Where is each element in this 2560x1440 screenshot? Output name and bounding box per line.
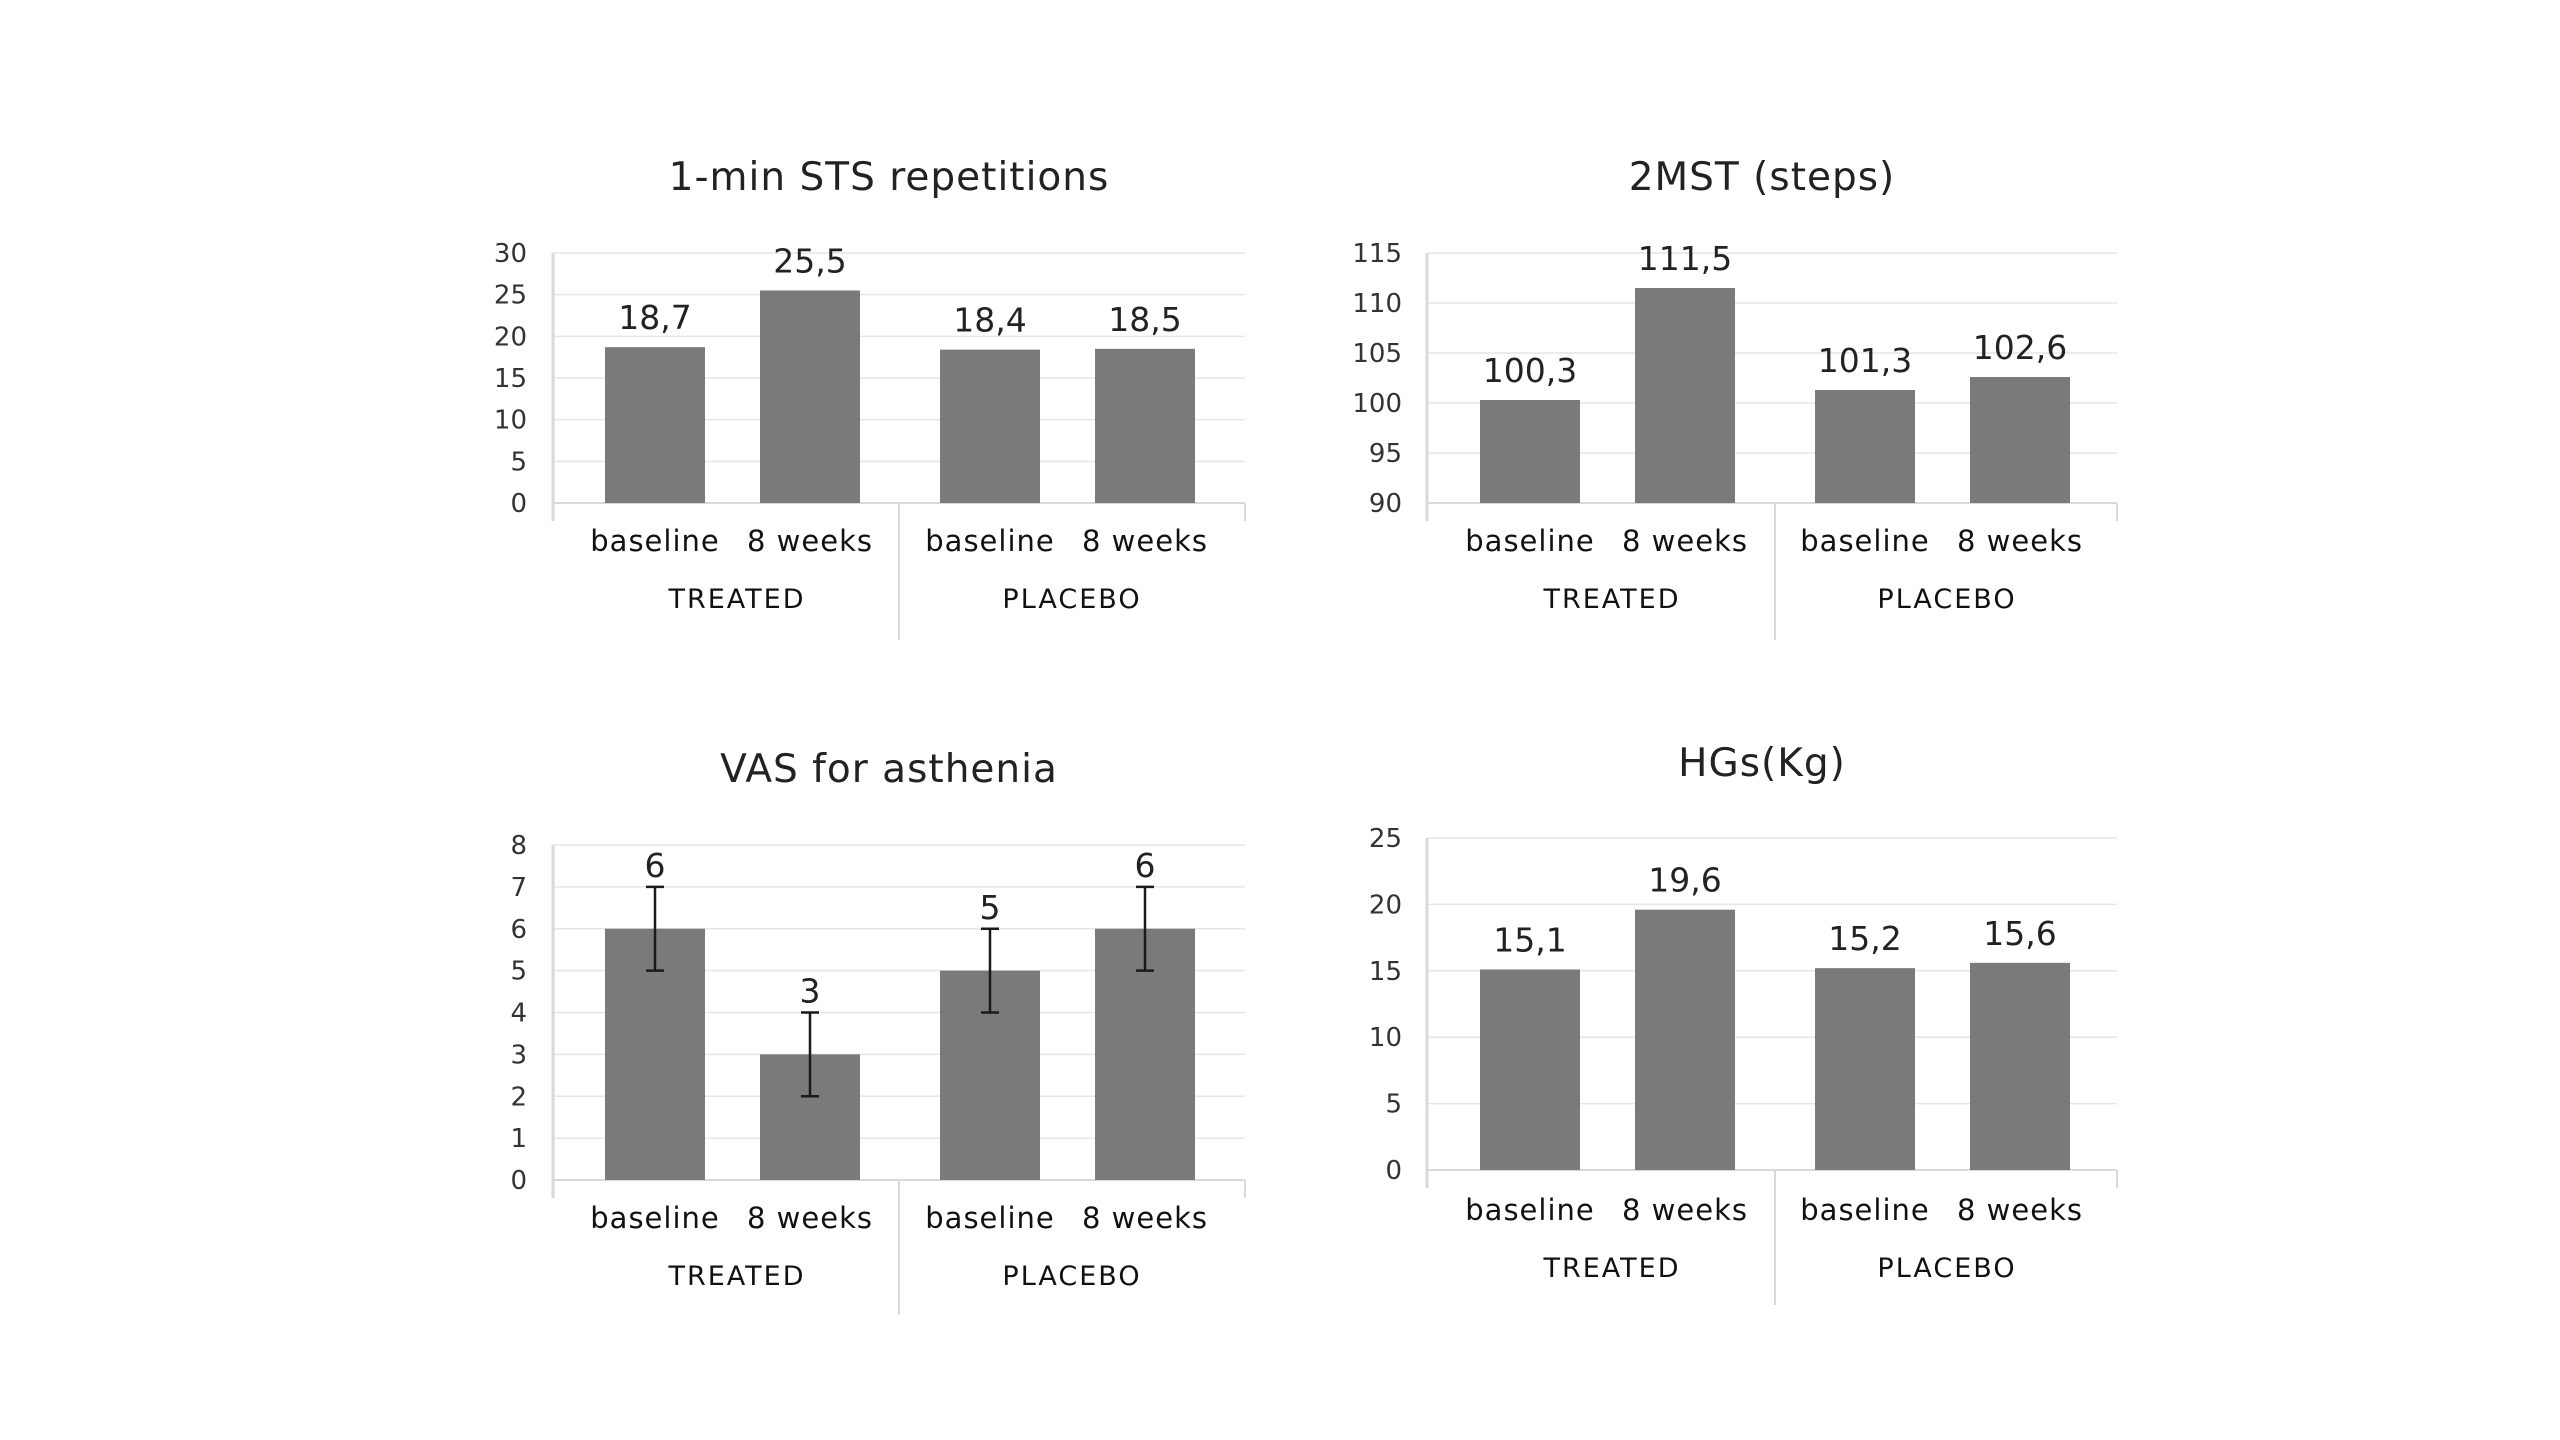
data-label: 101,3: [1818, 341, 1912, 380]
y-tick-label: 8: [510, 831, 527, 861]
chart-title: 2MST (steps): [1629, 155, 1896, 200]
bar: [1815, 390, 1915, 503]
data-label: 102,6: [1973, 328, 2067, 367]
chart-4: 0 5 10 15 20 25 HGs(Kg) 15,1 baseline 19,6 8 weeks…: [1369, 741, 2118, 1305]
x-category-label: baseline: [925, 1201, 1054, 1235]
x-group-label: TREATED: [1542, 584, 1680, 615]
x-category-label: baseline: [1465, 1193, 1594, 1227]
x-category-label: 8 weeks: [747, 1201, 873, 1235]
bar: [1635, 288, 1735, 503]
x-category-label: baseline: [1800, 1193, 1929, 1227]
x-category-label: baseline: [590, 524, 719, 558]
y-tick-label: 20: [494, 322, 527, 352]
x-category-label: baseline: [1800, 524, 1929, 558]
chart-2: 90 95 100 105 110 115 2MST (steps) 100,3 baselin…: [1352, 155, 2118, 640]
y-tick-label: 100: [1352, 389, 1402, 419]
y-tick-label: 20: [1369, 890, 1402, 920]
y-tick-label: 0: [510, 1166, 527, 1196]
y-tick-label: 105: [1352, 339, 1402, 369]
y-tick-label: 2: [510, 1082, 527, 1112]
bar: [1635, 909, 1735, 1170]
x-category-label: 8 weeks: [1957, 1193, 2083, 1227]
x-group-label: PLACEBO: [1877, 584, 2016, 615]
x-group-label: TREATED: [667, 584, 805, 615]
x-category-label: 8 weeks: [1622, 1193, 1748, 1227]
y-tick-label: 10: [1369, 1023, 1402, 1053]
data-label: 18,5: [1108, 300, 1181, 339]
data-label: 25,5: [773, 242, 846, 281]
x-category-label: 8 weeks: [1622, 524, 1748, 558]
x-category-label: 8 weeks: [1082, 1201, 1208, 1235]
y-tick-label: 90: [1369, 489, 1402, 519]
y-tick-label: 110: [1352, 289, 1402, 319]
x-group-label: TREATED: [667, 1261, 805, 1292]
y-tick-label: 5: [510, 447, 527, 477]
x-category-label: baseline: [590, 1201, 719, 1235]
chart-1: 0 5 10 15 20 25 30 1-min STS repetitions 18,7 bas…: [494, 155, 1246, 640]
bar: [1970, 377, 2070, 503]
chart-3: 0 1 2 3 4 5 6 7 8 VAS for asthenia 6 baseline 3 8 wee…: [510, 747, 1246, 1315]
bar: [1095, 348, 1195, 503]
x-category-label: 8 weeks: [1957, 524, 2083, 558]
chart-title: HGs(Kg): [1678, 741, 1846, 786]
data-label: 6: [1135, 846, 1156, 885]
data-label: 18,7: [618, 298, 691, 337]
y-tick-label: 3: [510, 1040, 527, 1070]
data-label: 111,5: [1638, 239, 1732, 278]
y-tick-label: 7: [510, 873, 527, 903]
chart-title: 1-min STS repetitions: [669, 155, 1110, 200]
y-tick-label: 10: [494, 406, 527, 436]
x-group-label: PLACEBO: [1002, 584, 1141, 615]
x-category-label: 8 weeks: [747, 524, 873, 558]
data-label: 3: [800, 972, 821, 1011]
y-tick-label: 4: [510, 999, 527, 1029]
bar: [1480, 400, 1580, 503]
y-tick-label: 5: [1385, 1090, 1402, 1120]
data-label: 5: [980, 888, 1001, 927]
data-label: 100,3: [1483, 351, 1577, 390]
y-tick-label: 0: [1385, 1156, 1402, 1186]
y-tick-label: 1: [510, 1124, 527, 1154]
y-tick-label: 5: [510, 957, 527, 987]
y-tick-label: 6: [510, 915, 527, 945]
data-label: 15,1: [1493, 920, 1566, 959]
x-category-label: 8 weeks: [1082, 524, 1208, 558]
bar: [1815, 968, 1915, 1170]
bar: [1480, 969, 1580, 1170]
x-category-label: baseline: [925, 524, 1054, 558]
y-tick-label: 115: [1352, 239, 1402, 269]
bar: [760, 290, 860, 503]
data-label: 19,6: [1648, 861, 1721, 900]
x-group-label: PLACEBO: [1002, 1261, 1141, 1292]
bar: [940, 349, 1040, 503]
y-tick-label: 30: [494, 239, 527, 269]
y-tick-label: 25: [1369, 824, 1402, 854]
x-group-label: PLACEBO: [1877, 1253, 2016, 1284]
data-label: 15,2: [1828, 919, 1901, 958]
y-tick-label: 95: [1369, 439, 1402, 469]
x-category-label: baseline: [1465, 524, 1594, 558]
data-label: 15,6: [1983, 914, 2056, 953]
y-tick-label: 15: [1369, 957, 1402, 987]
y-tick-label: 0: [510, 489, 527, 519]
x-group-label: TREATED: [1542, 1253, 1680, 1284]
chart-title: VAS for asthenia: [720, 747, 1058, 792]
y-tick-label: 25: [494, 281, 527, 311]
data-label: 6: [645, 846, 666, 885]
y-tick-label: 15: [494, 364, 527, 394]
bar: [605, 347, 705, 503]
bar: [1970, 962, 2070, 1170]
data-label: 18,4: [953, 301, 1026, 340]
